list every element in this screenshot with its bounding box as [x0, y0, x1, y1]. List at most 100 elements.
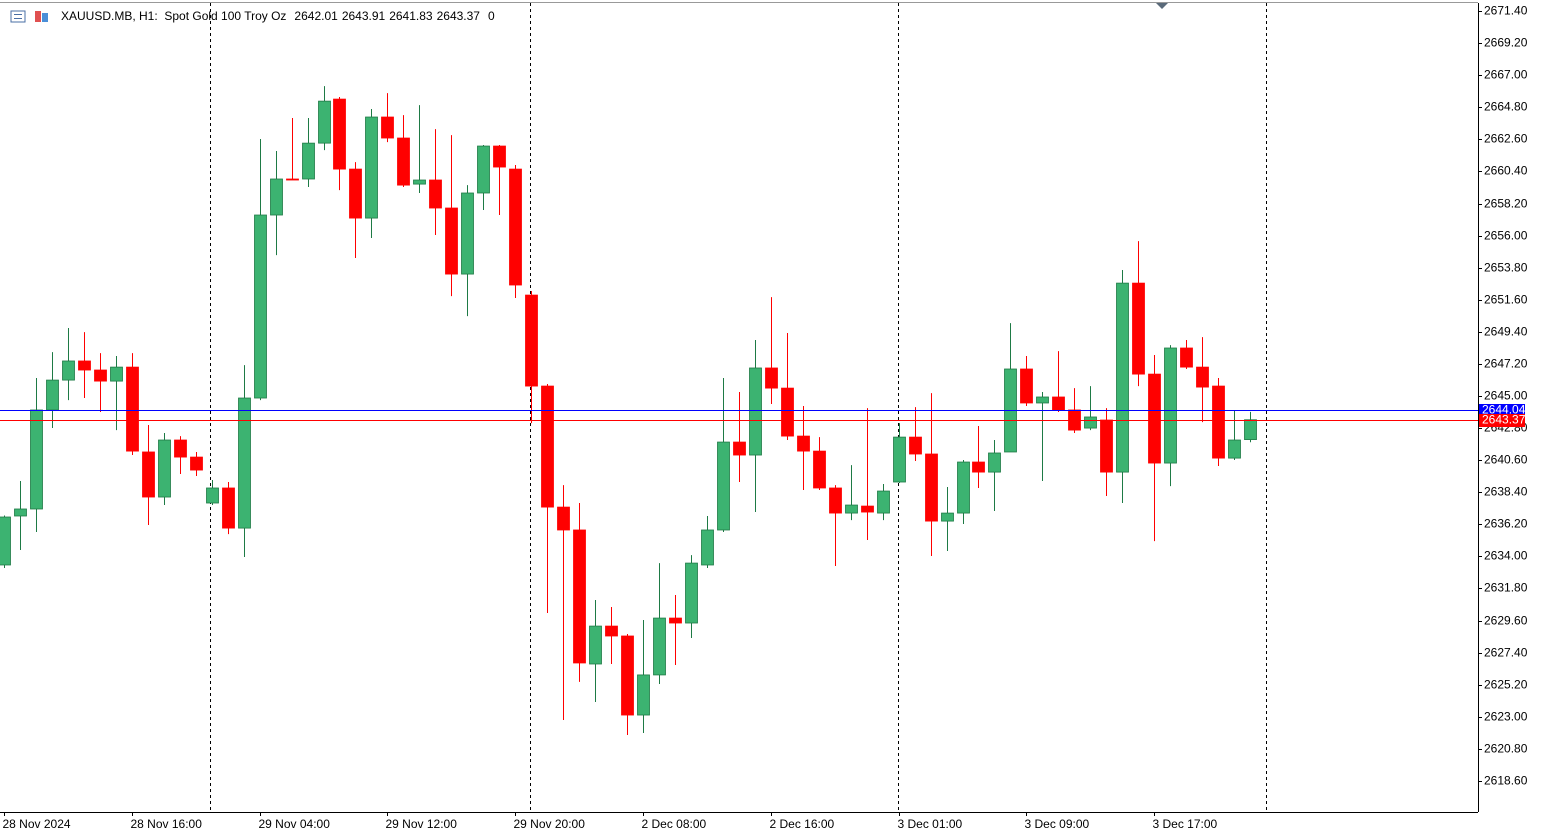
y-tick-label: 2651.60	[1484, 293, 1528, 307]
candle-body	[605, 625, 618, 637]
candle-body	[573, 529, 586, 664]
candle-body	[669, 617, 682, 624]
y-tick-label: 2653.80	[1484, 261, 1528, 275]
candle-body	[1148, 373, 1161, 464]
candle-body	[653, 617, 666, 676]
candle-body	[30, 409, 43, 510]
candle-body	[142, 451, 155, 498]
price-label-box	[1479, 404, 1525, 417]
candle-body	[685, 562, 698, 624]
candle-body	[941, 512, 954, 522]
y-tick-label: 2669.20	[1484, 36, 1528, 50]
y-tick-label: 2667.00	[1484, 68, 1528, 82]
x-tick-label: 3 Dec 09:00	[1025, 817, 1090, 831]
header-spread: 0	[488, 9, 495, 23]
candle-body	[365, 116, 378, 219]
header-high: 2643.91	[342, 9, 386, 23]
candle-body	[0, 516, 11, 566]
icon-bar	[35, 11, 41, 22]
candle-body	[829, 487, 842, 514]
symbol-title: XAUUSD.MB, H1: Spot Gold 100 Troy Oz	[61, 9, 286, 23]
candle-body	[749, 367, 762, 456]
candle-body	[637, 674, 650, 716]
candle-body	[557, 506, 570, 531]
price-label: 2644.04	[1482, 403, 1526, 417]
period-separators	[210, 3, 1267, 812]
candle-body	[797, 435, 810, 452]
candle-body	[1180, 347, 1193, 368]
candle-body	[1196, 366, 1209, 388]
x-tick-label: 2 Dec 08:00	[642, 817, 707, 831]
x-tick-label: 28 Nov 2024	[3, 817, 71, 831]
candle-body	[845, 504, 858, 514]
candle-body	[14, 508, 27, 517]
y-tick-label: 2656.00	[1484, 229, 1528, 243]
candle-body	[1132, 282, 1145, 375]
candle-body	[238, 397, 251, 529]
candle-body	[525, 294, 538, 387]
candle-body	[893, 436, 906, 483]
candle-body	[254, 214, 267, 399]
candle-body	[765, 367, 778, 389]
candle-body	[62, 360, 75, 381]
candle-body	[1228, 439, 1241, 459]
y-tick-label: 2625.20	[1484, 678, 1528, 692]
candle-body	[381, 116, 394, 139]
candle-body	[781, 387, 794, 437]
y-tick-label: 2647.20	[1484, 357, 1528, 371]
icon-bar	[42, 13, 48, 22]
y-tick-label: 2623.00	[1484, 710, 1528, 724]
shift-marker	[1156, 3, 1168, 9]
candle-body	[1212, 385, 1225, 459]
price-label: 2643.37	[1482, 413, 1526, 427]
candle-body	[126, 366, 139, 452]
header-low: 2641.83	[389, 9, 433, 23]
candle-body	[813, 450, 826, 489]
y-tick-label: 2640.60	[1484, 453, 1528, 467]
candle-body	[333, 98, 346, 170]
y-tick-label: 2620.80	[1484, 742, 1528, 756]
candle-body	[541, 385, 554, 508]
candle-body	[717, 441, 730, 531]
y-tick-label: 2631.80	[1484, 581, 1528, 595]
candle-body	[988, 452, 1001, 473]
candle-body	[302, 142, 315, 180]
candle-body	[1116, 282, 1129, 473]
candle-body	[94, 369, 107, 382]
candle-body	[429, 179, 442, 209]
candle-body	[1084, 416, 1097, 429]
candle-body	[957, 461, 970, 514]
candle-body	[972, 461, 985, 473]
candle-body	[461, 192, 474, 275]
x-tick-label: 28 Nov 16:00	[131, 817, 203, 831]
y-tick-label: 2662.60	[1484, 132, 1528, 146]
candle-body	[206, 487, 219, 504]
candle-body	[78, 360, 91, 371]
candle-body	[110, 366, 123, 382]
candle-body	[158, 439, 171, 498]
candle-body	[397, 137, 410, 186]
header-close: 2643.37	[437, 9, 481, 23]
candle-body	[349, 168, 362, 219]
candle-body	[1100, 419, 1113, 473]
candle-body	[701, 529, 714, 566]
y-tick-label: 2649.40	[1484, 325, 1528, 339]
header-icons	[10, 10, 48, 23]
candle-body	[445, 207, 458, 275]
y-tick-label: 2671.40	[1484, 4, 1528, 18]
x-tick-label: 29 Nov 04:00	[259, 817, 331, 831]
x-tick-label: 29 Nov 20:00	[514, 817, 586, 831]
icon-list	[10, 10, 26, 23]
x-tick-label: 29 Nov 12:00	[386, 817, 458, 831]
candle-body	[1036, 396, 1049, 404]
candle-body	[861, 505, 874, 513]
y-tick-label: 2627.40	[1484, 646, 1528, 660]
candle-body	[1052, 396, 1065, 411]
y-tick-label: 2629.60	[1484, 614, 1528, 628]
candle-body	[733, 441, 746, 456]
candle-body	[509, 168, 522, 286]
candle-body	[1020, 368, 1033, 404]
